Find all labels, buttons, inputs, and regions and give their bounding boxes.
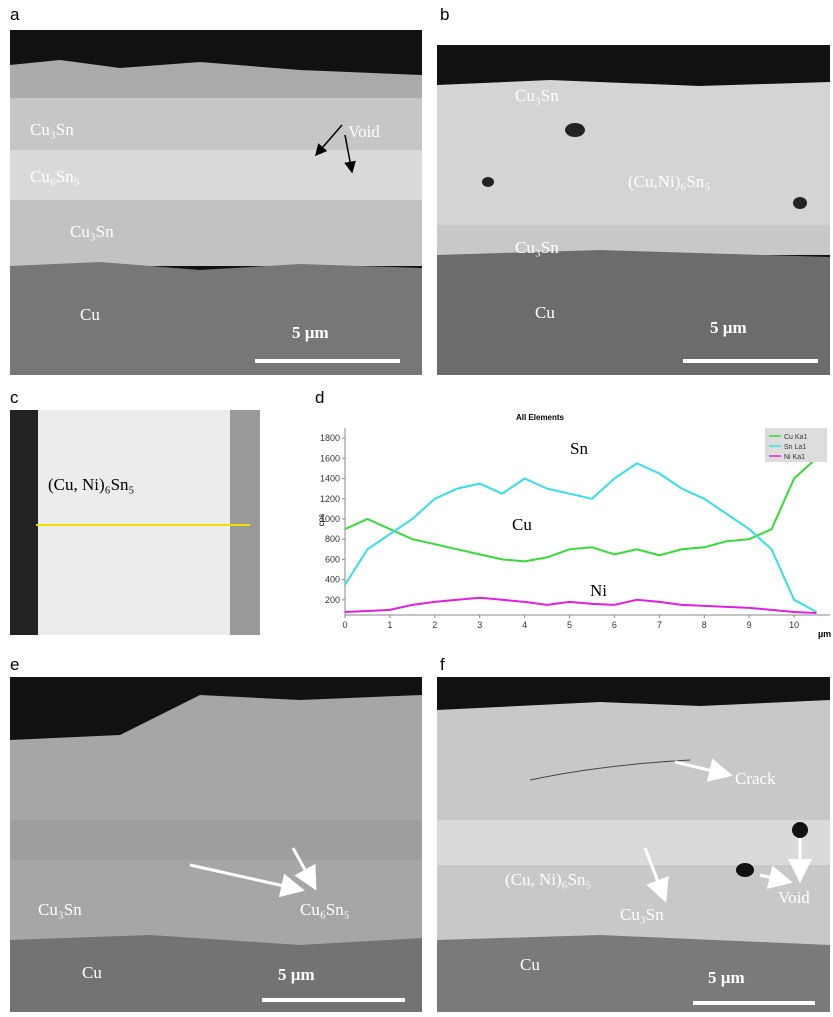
y-tick-label: 1800 bbox=[320, 433, 340, 443]
x-tick-label: 4 bbox=[522, 620, 527, 630]
annotation: Cu bbox=[80, 305, 100, 324]
annotation: Void bbox=[348, 122, 380, 141]
annotation: Cu₃Sn bbox=[70, 222, 114, 241]
scale-bar-label: 5 µm bbox=[292, 323, 329, 342]
x-tick-label: 0 bbox=[342, 620, 347, 630]
chart-annotation: Cu bbox=[512, 515, 532, 534]
y-tick-label: 1400 bbox=[320, 474, 340, 484]
legend-label: Sn La1 bbox=[784, 444, 806, 451]
micrograph bbox=[10, 410, 260, 635]
line-series bbox=[345, 458, 817, 561]
panel-label: c bbox=[10, 388, 19, 407]
micrograph bbox=[10, 30, 422, 375]
y-tick-label: 800 bbox=[325, 534, 340, 544]
panel-label: e bbox=[10, 655, 19, 674]
panel-label: d bbox=[315, 388, 324, 407]
scale-bar-label: 5 µm bbox=[708, 968, 745, 987]
annotation: Cu₃Sn bbox=[515, 238, 559, 257]
annotation: Cu₃Sn bbox=[38, 900, 82, 919]
y-tick-label: 600 bbox=[325, 554, 340, 564]
x-tick-label: 5 bbox=[567, 620, 572, 630]
chart-title: All Elements bbox=[516, 413, 565, 422]
annotation: (Cu,Ni)₆Sn₅ bbox=[628, 172, 710, 191]
legend-label: Ni Ka1 bbox=[784, 454, 805, 461]
y-tick-label: 400 bbox=[325, 575, 340, 585]
line-series bbox=[345, 463, 817, 612]
annotation: Cu₃Sn bbox=[30, 120, 74, 139]
annotation: Cu₆Sn₅ bbox=[300, 900, 350, 919]
line-series bbox=[345, 598, 817, 613]
annotation: Cu bbox=[520, 955, 540, 974]
panel-label: b bbox=[440, 5, 449, 24]
chart-annotation: Ni bbox=[590, 581, 607, 600]
x-tick-label: 1 bbox=[387, 620, 392, 630]
chart: 200 400 600 800 1000 1200 1400 1600 1800 0 1 2 3 4 5 6 7… bbox=[320, 428, 830, 630]
x-tick-label: 6 bbox=[612, 620, 617, 630]
legend-label: Cu Ka1 bbox=[784, 434, 807, 441]
annotation: Crack bbox=[735, 769, 776, 788]
annotation: (Cu, Ni)₆Sn₅ bbox=[48, 475, 135, 494]
annotation: Void bbox=[778, 888, 810, 907]
micrograph bbox=[10, 677, 422, 1012]
scale-bar-label: 5 µm bbox=[278, 965, 315, 984]
x-tick-label: 7 bbox=[657, 620, 662, 630]
x-tick-label: 10 bbox=[789, 620, 799, 630]
x-tick-label: 9 bbox=[747, 620, 752, 630]
annotation: (Cu, Ni)₆Sn₅ bbox=[505, 870, 592, 889]
x-tick-label: 3 bbox=[477, 620, 482, 630]
figure: a Cu₃Sn Cu₆Sn₅ Cu₃Sn Void Cu 5 µm b Cu₃S… bbox=[0, 0, 833, 1017]
annotation: Cu bbox=[535, 303, 555, 322]
micrograph bbox=[437, 45, 830, 375]
y-tick-label: 1600 bbox=[320, 453, 340, 463]
x-tick-label: 2 bbox=[432, 620, 437, 630]
y-tick-label: 200 bbox=[325, 595, 340, 605]
x-axis-label: µm bbox=[818, 629, 831, 639]
chart-annotation: Sn bbox=[570, 439, 588, 458]
micrograph bbox=[437, 677, 830, 1012]
y-tick-label: 1000 bbox=[320, 514, 340, 524]
annotation: Cu₆Sn₅ bbox=[30, 167, 80, 186]
panel-label: f bbox=[440, 655, 445, 674]
panel-label: a bbox=[10, 5, 20, 24]
y-tick-label: 1200 bbox=[320, 494, 340, 504]
scale-bar-label: 5 µm bbox=[710, 318, 747, 337]
x-tick-label: 8 bbox=[702, 620, 707, 630]
annotation: Cu bbox=[82, 963, 102, 982]
annotation: Cu₃Sn bbox=[515, 86, 559, 105]
annotation: Cu₃Sn bbox=[620, 905, 664, 924]
